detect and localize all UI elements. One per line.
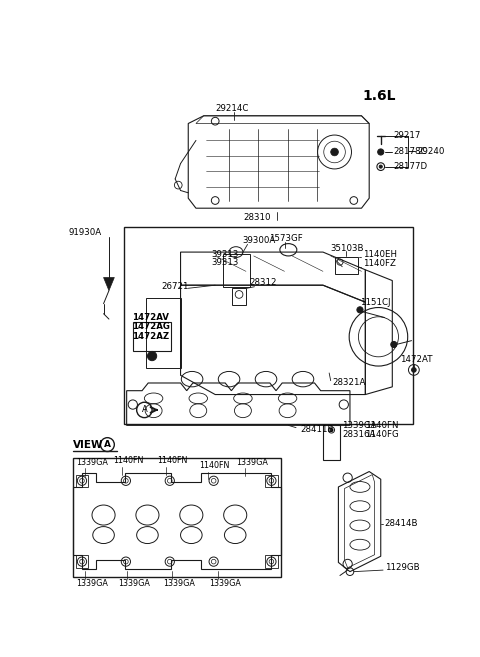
Text: 1339GA: 1339GA [342,421,377,430]
Text: 29217: 29217 [394,131,421,141]
Bar [232,288,246,306]
Text: 39313: 39313 [211,250,239,259]
Bar [124,227,413,424]
Text: 1339GA: 1339GA [76,579,108,588]
Text: 1339GA: 1339GA [118,579,150,588]
Text: 1339GA: 1339GA [236,458,268,467]
Text: 28310: 28310 [244,213,271,222]
Circle shape [331,148,338,156]
Text: 1.6L: 1.6L [363,89,396,102]
Text: 39300A: 39300A [242,236,276,245]
Text: 28312: 28312 [250,279,277,287]
Circle shape [379,165,382,168]
Text: A: A [104,440,111,449]
Text: 29214C: 29214C [215,104,249,112]
Text: 1472AZ: 1472AZ [132,332,169,340]
Text: 1129GB: 1129GB [384,563,419,572]
Bar [76,555,88,568]
Text: VIEW: VIEW [73,440,103,449]
Bar [73,458,281,577]
Circle shape [357,307,363,313]
Text: A: A [142,405,147,415]
Text: 1339GA: 1339GA [163,579,195,588]
Text: 91930A: 91930A [69,229,102,237]
Text: 1339GA: 1339GA [209,579,241,588]
Text: 39313: 39313 [211,258,239,267]
Bar [265,555,277,568]
Bar [133,322,171,351]
Text: 28321A: 28321A [332,378,366,388]
Text: 28411B: 28411B [300,424,334,434]
Text: 28178C: 28178C [394,147,427,156]
Bar [335,258,358,275]
Circle shape [391,342,397,348]
Text: 35103B: 35103B [331,244,364,253]
Bar [76,474,88,487]
Text: 1472AT: 1472AT [400,355,432,365]
Text: 1140FN: 1140FN [365,421,399,430]
Circle shape [378,149,384,155]
Circle shape [411,367,416,373]
Text: 28177D: 28177D [394,162,428,171]
Text: 1140FZ: 1140FZ [363,259,396,268]
Text: 1140FN: 1140FN [156,456,187,465]
Bar [265,474,277,487]
Circle shape [147,351,156,361]
Text: 1140EH: 1140EH [363,250,397,259]
Text: 26721: 26721 [161,283,189,291]
Text: 29240: 29240 [417,147,444,156]
Polygon shape [104,277,114,290]
Text: 28414B: 28414B [384,520,418,528]
Text: 1472AV: 1472AV [132,313,169,322]
Bar [223,254,250,286]
Bar [323,425,340,460]
Circle shape [330,428,333,432]
Text: 1339GA: 1339GA [76,458,108,467]
Text: 1140FN: 1140FN [199,461,229,470]
Text: 1573GF: 1573GF [269,234,303,242]
Text: 1151CJ: 1151CJ [360,298,390,307]
Text: 1140FN: 1140FN [113,456,143,465]
Text: 1140FG: 1140FG [365,430,399,439]
Text: 28316A: 28316A [342,430,376,439]
Text: 1472AG: 1472AG [132,323,170,331]
